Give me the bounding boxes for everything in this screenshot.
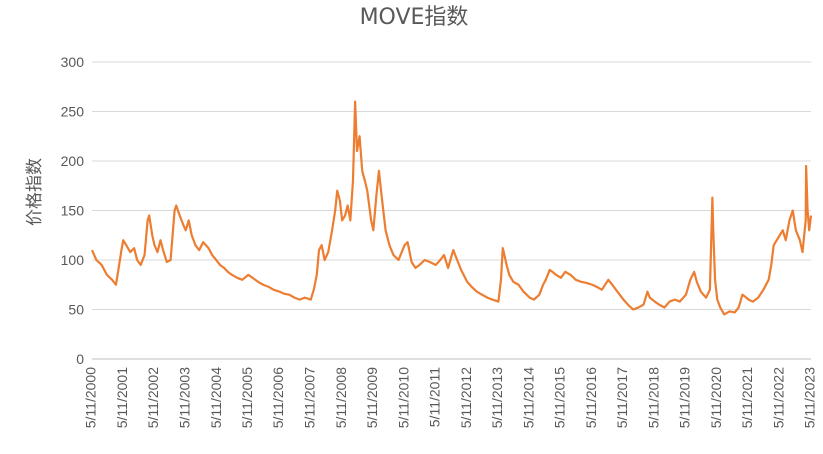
- x-tick-labels: 5/11/2000 5/11/2001 5/11/2002 5/11/2003 5/11…: [83, 367, 818, 428]
- x-tick-label: 5/11/2004: [208, 367, 224, 428]
- x-tick-label: 5/11/2016: [583, 367, 599, 428]
- x-tick-label: 5/11/2005: [239, 367, 255, 428]
- x-tick-label: 5/11/2014: [520, 367, 536, 428]
- x-tick-label: 5/11/2021: [739, 367, 755, 428]
- x-tick-label: 5/11/2012: [458, 367, 474, 428]
- x-tick-label: 5/11/2002: [145, 367, 161, 428]
- gridlines: [92, 61, 811, 360]
- series-layer: [90, 100, 813, 316]
- x-tick-label: 5/11/2023: [802, 367, 818, 428]
- x-tick-label: 5/11/2003: [176, 367, 192, 428]
- series-line-0: [90, 100, 813, 316]
- y-tick-label: 50: [68, 302, 84, 318]
- x-tick-label: 5/11/2015: [552, 367, 568, 428]
- y-tick-label: 200: [61, 153, 85, 169]
- x-tick-label: 5/11/2020: [708, 367, 724, 428]
- x-tick-label: 5/11/2006: [270, 367, 286, 428]
- x-tick-label: 5/11/2013: [489, 367, 505, 428]
- x-tick-label: 5/11/2001: [114, 367, 130, 428]
- x-tick-label: 5/11/2011: [427, 367, 443, 427]
- x-tick-label: 5/11/2000: [83, 367, 99, 428]
- y-tick-labels: 0 50 100 150 200 250 300: [61, 54, 85, 367]
- x-tick-label: 5/11/2017: [614, 367, 630, 428]
- x-tick-label: 5/11/2018: [645, 367, 661, 428]
- y-tick-label: 150: [61, 203, 85, 219]
- x-tick-label: 5/11/2019: [677, 367, 693, 428]
- y-tick-label: 100: [61, 252, 85, 268]
- chart-title: MOVE指数: [360, 5, 469, 30]
- y-tick-label: 300: [61, 54, 85, 70]
- y-axis-label: 价格指数: [25, 158, 45, 226]
- x-tick-label: 5/11/2010: [395, 367, 411, 428]
- x-tick-label: 5/11/2008: [333, 367, 349, 428]
- y-tick-label: 0: [76, 351, 84, 367]
- x-tick-label: 5/11/2007: [301, 367, 317, 428]
- x-tick-label: 5/11/2009: [364, 367, 380, 428]
- x-tick-label: 5/11/2022: [770, 367, 786, 428]
- y-tick-label: 250: [61, 104, 85, 120]
